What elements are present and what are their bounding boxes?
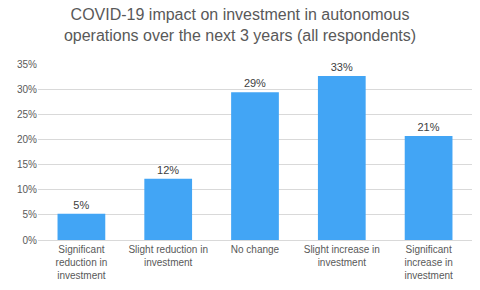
- svg-text:12%: 12%: [157, 164, 179, 176]
- svg-text:29%: 29%: [244, 77, 266, 89]
- svg-text:10%: 10%: [17, 184, 37, 195]
- svg-text:25%: 25%: [17, 109, 37, 120]
- svg-text:No change: No change: [231, 244, 280, 255]
- svg-text:33%: 33%: [331, 61, 353, 73]
- svg-text:5%: 5%: [23, 209, 38, 220]
- svg-text:20%: 20%: [17, 134, 37, 145]
- svg-text:Slight reduction ininvestment: Slight reduction ininvestment: [128, 244, 208, 268]
- svg-text:30%: 30%: [17, 84, 37, 95]
- svg-text:35%: 35%: [17, 59, 37, 70]
- svg-text:5%: 5%: [73, 199, 89, 211]
- svg-text:0%: 0%: [23, 235, 38, 246]
- svg-text:COVID-19 impact on investment: COVID-19 impact on investment in autonom…: [64, 6, 416, 44]
- svg-text:Significantincrease ininvestme: Significantincrease ininvestment: [404, 244, 453, 281]
- svg-text:Significantreduction ininvestm: Significantreduction ininvestment: [56, 244, 108, 281]
- svg-text:Slight increase ininvestment: Slight increase ininvestment: [304, 244, 380, 268]
- svg-text:15%: 15%: [17, 159, 37, 170]
- svg-text:21%: 21%: [417, 121, 439, 133]
